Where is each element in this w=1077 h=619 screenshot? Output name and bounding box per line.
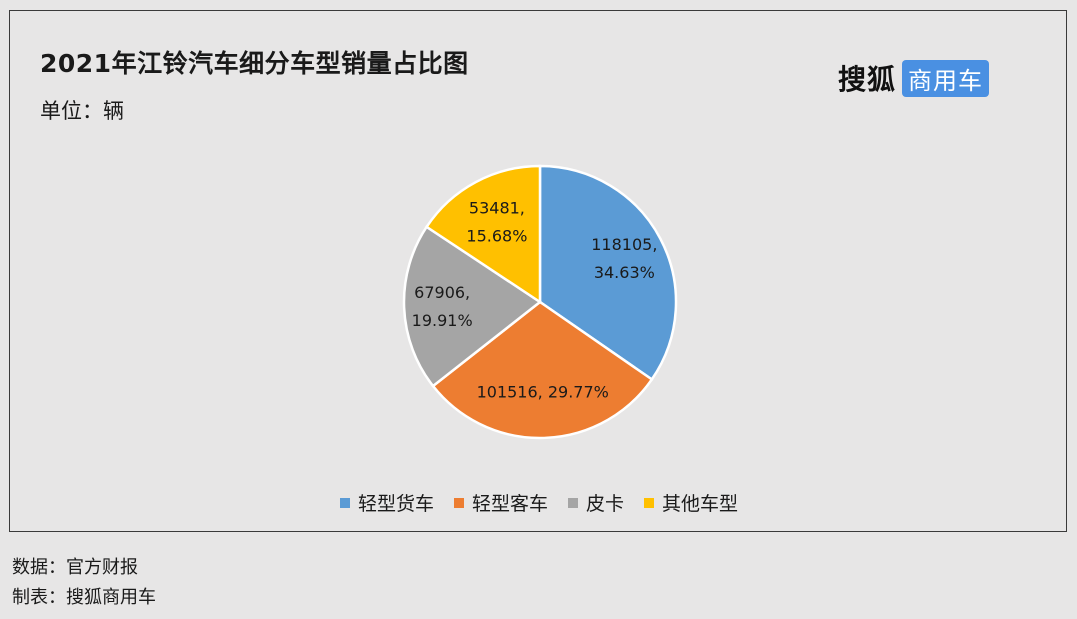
data-label-light-bus: 101516, 29.77%	[477, 383, 609, 402]
legend: 轻型货车 轻型客车 皮卡 其他车型	[10, 489, 1068, 516]
chart-frame: 2021年江铃汽车细分车型销量占比图 单位：辆 搜狐 商用车 118105, 34…	[9, 10, 1067, 532]
logo-badge: 商用车	[902, 59, 990, 97]
pie-slice-other	[424, 164, 542, 305]
logo-main-text: 搜狐	[838, 63, 897, 96]
pie-slice-pickup	[402, 225, 543, 388]
sohu-logo: 搜狐 商用车	[838, 55, 990, 101]
legend-item-light-truck: 轻型货车	[339, 489, 434, 516]
legend-label: 轻型货车	[357, 493, 434, 515]
legend-label: 皮卡	[586, 493, 625, 515]
legend-item-light-bus: 轻型客车	[453, 489, 548, 516]
legend-swatch	[453, 497, 464, 508]
chart-maker: 制表：搜狐商用车	[12, 587, 156, 608]
data-label-other: 53481, 15.68%	[466, 199, 527, 246]
legend-swatch	[568, 497, 578, 508]
unit-label: 单位：辆	[40, 99, 124, 123]
legend-swatch	[644, 497, 655, 508]
pie-slice-light-bus	[431, 300, 654, 440]
data-label-pickup: 67906, 19.91%	[412, 283, 473, 330]
data-label-light-truck: 118105, 34.63%	[591, 235, 657, 282]
pie-slice-light-truck	[538, 164, 678, 382]
legend-item-other: 其他车型	[644, 489, 738, 516]
legend-swatch	[339, 497, 350, 508]
legend-item-pickup: 皮卡	[568, 489, 624, 516]
chart-title: 2021年江铃汽车细分车型销量占比图	[40, 49, 469, 78]
pie-chart: 118105, 34.63% 101516, 29.77% 67906, 19.91% 5…	[402, 164, 678, 440]
data-source: 数据：官方财报	[12, 557, 138, 578]
legend-label: 轻型客车	[471, 493, 548, 515]
legend-label: 其他车型	[662, 493, 739, 515]
